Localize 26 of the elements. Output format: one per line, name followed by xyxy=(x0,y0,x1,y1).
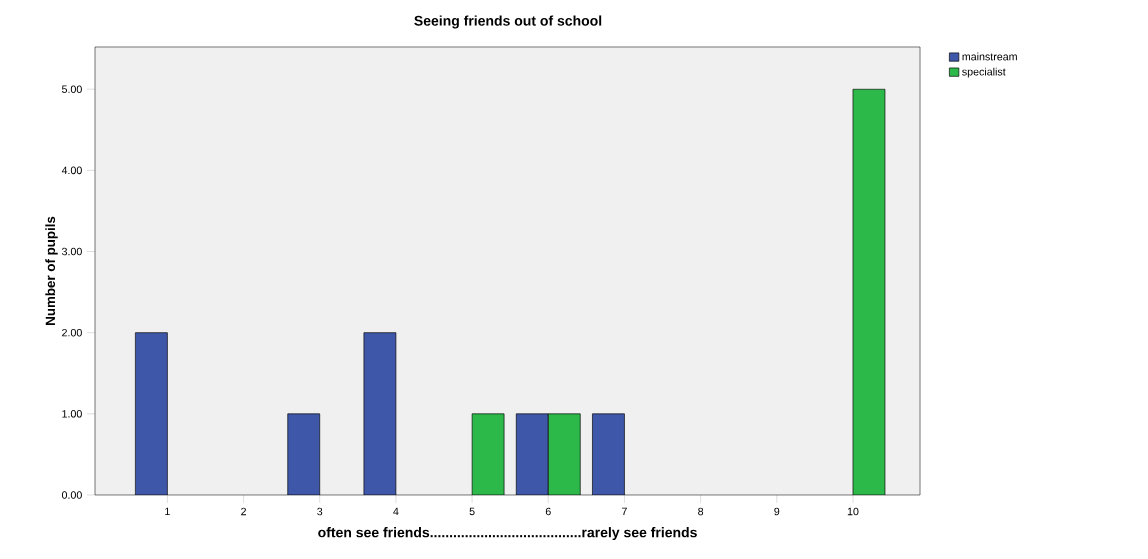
bar xyxy=(287,413,321,495)
x-tick-label: 5 xyxy=(469,507,475,516)
x-tick-label: 8 xyxy=(698,507,704,516)
legend-label: specialist xyxy=(962,67,1006,78)
bar xyxy=(515,413,549,495)
x-tick-label: 1 xyxy=(165,507,170,516)
legend-label: mainstream xyxy=(962,52,1017,61)
x-tick-label: 2 xyxy=(241,507,246,516)
chart-title: Seeing friends out of school xyxy=(414,15,602,29)
y-axis-title: Number of pupils xyxy=(45,216,58,325)
x-tick-label: 3 xyxy=(317,507,323,516)
x-tick-label: 4 xyxy=(393,507,399,516)
bar xyxy=(363,332,397,495)
x-axis-title: often see friends.......................................rarely see friends xyxy=(318,527,697,541)
bar xyxy=(592,413,625,495)
x-tick-label: 10 xyxy=(847,507,859,516)
y-tick-label: 1.00 xyxy=(62,410,82,418)
y-tick-label: 0.00 xyxy=(61,491,82,499)
bar xyxy=(135,332,168,495)
y-tick-label: 4.00 xyxy=(61,166,82,175)
y-tick-label: 3.00 xyxy=(61,247,82,256)
y-tick-label: 5.00 xyxy=(61,85,82,93)
x-tick-label: 9 xyxy=(774,507,780,516)
x-tick-label: 6 xyxy=(545,507,551,516)
y-tick-label: 2.00 xyxy=(62,328,82,337)
x-tick-label: 7 xyxy=(622,507,627,516)
